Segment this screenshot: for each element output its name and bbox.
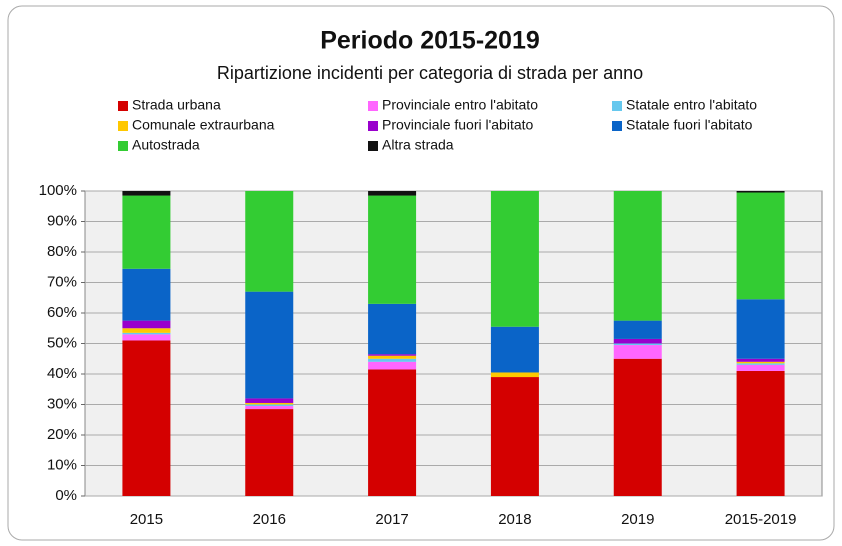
bar-segment bbox=[613, 343, 662, 346]
legend-swatch bbox=[118, 121, 128, 131]
legend-label: Provinciale fuori l'abitato bbox=[382, 117, 534, 133]
bar-segment bbox=[122, 191, 171, 196]
legend-label: Statale entro l'abitato bbox=[626, 97, 757, 113]
bar-segment bbox=[368, 358, 417, 362]
chart-subtitle: Ripartizione incidenti per categoria di … bbox=[217, 63, 643, 83]
legend-label: Provinciale entro l'abitato bbox=[382, 97, 538, 113]
bar-segment bbox=[245, 406, 294, 410]
x-tick-label: 2015 bbox=[130, 511, 163, 528]
bar-segment bbox=[245, 404, 294, 407]
y-tick-label: 40% bbox=[47, 365, 77, 382]
bar-segment bbox=[368, 354, 417, 356]
bar-segment bbox=[736, 192, 785, 300]
y-tick-label: 60% bbox=[47, 304, 77, 321]
bar-segment bbox=[613, 191, 662, 321]
bar-segment bbox=[245, 398, 294, 403]
bar-segment bbox=[122, 195, 171, 269]
legend-swatch bbox=[118, 141, 128, 151]
bar-segment bbox=[613, 345, 662, 359]
bar-segment bbox=[122, 328, 171, 333]
legend-label: Altra strada bbox=[382, 137, 454, 153]
legend-label: Statale fuori l'abitato bbox=[626, 117, 753, 133]
y-tick-label: 50% bbox=[47, 334, 77, 351]
x-tick-label: 2018 bbox=[498, 511, 531, 528]
legend-swatch bbox=[612, 121, 622, 131]
x-tick-label: 2016 bbox=[253, 511, 286, 528]
bar-segment bbox=[368, 191, 417, 196]
bar-segment bbox=[490, 326, 539, 373]
y-tick-label: 90% bbox=[47, 212, 77, 229]
bar-segment bbox=[368, 369, 417, 496]
bar-segment bbox=[245, 291, 294, 399]
legend-swatch bbox=[612, 101, 622, 111]
x-tick-label: 2017 bbox=[375, 511, 408, 528]
legend-swatch bbox=[368, 141, 378, 151]
y-tick-label: 70% bbox=[47, 273, 77, 290]
y-tick-label: 100% bbox=[39, 182, 77, 199]
bar-segment bbox=[245, 409, 294, 496]
bar-segment bbox=[490, 191, 539, 327]
bar-segment bbox=[736, 364, 785, 371]
bar-segment bbox=[613, 320, 662, 339]
bar-segment bbox=[736, 370, 785, 496]
legend-label: Strada urbana bbox=[132, 97, 221, 113]
bar-segment bbox=[368, 355, 417, 359]
bar-segment bbox=[368, 195, 417, 304]
bar-segment bbox=[490, 372, 539, 378]
bar-segment bbox=[736, 299, 785, 359]
bar-segment bbox=[613, 358, 662, 496]
bar-segment bbox=[122, 268, 171, 321]
legend-label: Comunale extraurbana bbox=[132, 117, 275, 133]
bar-segment bbox=[736, 191, 785, 193]
chart-title: Periodo 2015-2019 bbox=[320, 27, 540, 55]
bar-segment bbox=[245, 402, 294, 405]
y-tick-label: 20% bbox=[47, 426, 77, 443]
legend-swatch bbox=[368, 101, 378, 111]
bar-segment bbox=[490, 377, 539, 496]
y-tick-label: 10% bbox=[47, 456, 77, 473]
bar-segment bbox=[122, 340, 171, 496]
bar-segment bbox=[736, 361, 785, 364]
legend-label: Autostrada bbox=[132, 137, 200, 153]
bar-segment bbox=[368, 303, 417, 355]
bar-segment bbox=[245, 191, 294, 292]
legend-swatch bbox=[118, 101, 128, 111]
bar-segment bbox=[613, 338, 662, 344]
bar-segment bbox=[122, 320, 171, 329]
bar-segment bbox=[122, 332, 171, 335]
x-tick-label: 2015-2019 bbox=[725, 511, 797, 528]
y-tick-label: 80% bbox=[47, 243, 77, 260]
bar-segment bbox=[368, 361, 417, 370]
x-tick-label: 2019 bbox=[621, 511, 654, 528]
bar-segment bbox=[736, 358, 785, 362]
legend-swatch bbox=[368, 121, 378, 131]
bar-segment bbox=[122, 334, 171, 341]
y-tick-label: 30% bbox=[47, 395, 77, 412]
y-tick-label: 0% bbox=[55, 487, 77, 504]
bar-segment bbox=[736, 363, 785, 365]
